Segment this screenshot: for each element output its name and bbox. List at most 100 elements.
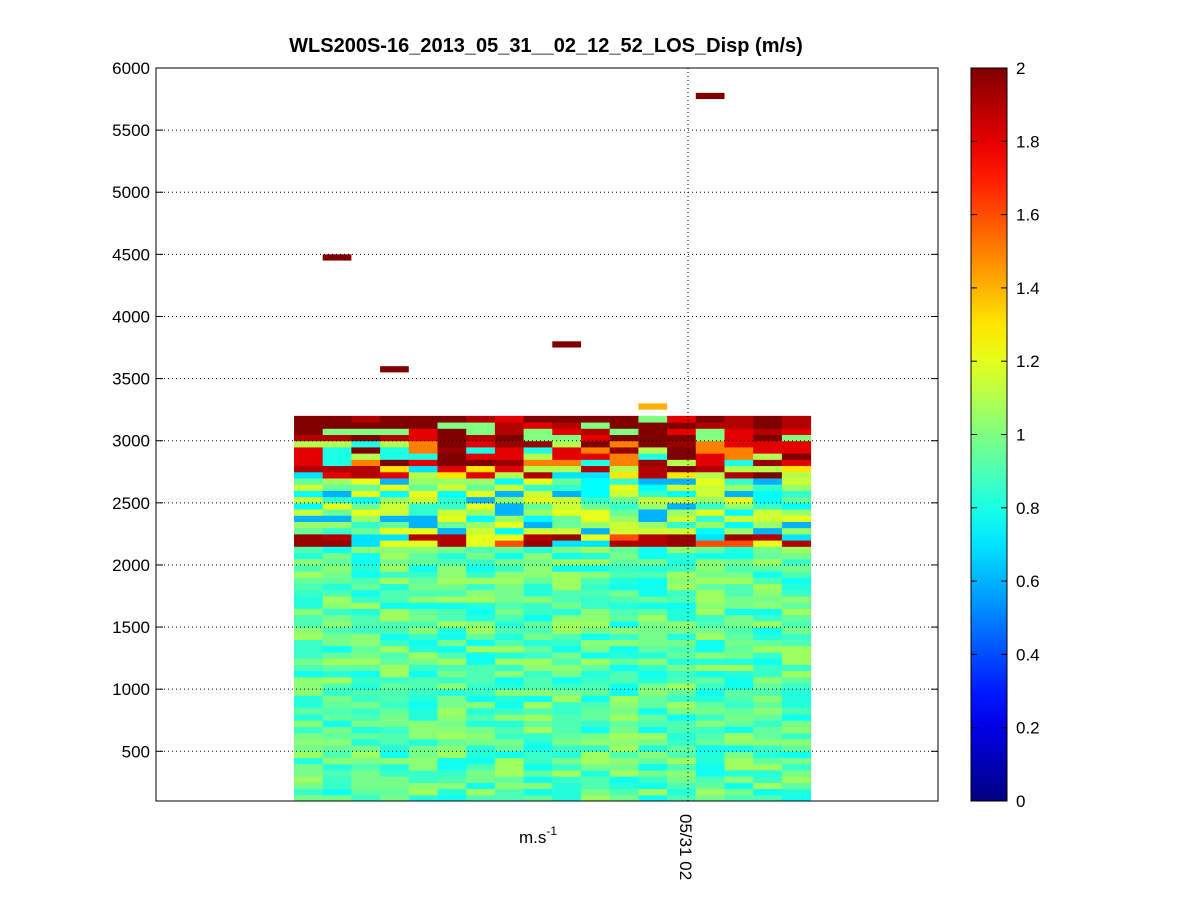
heatmap-cell: [466, 670, 496, 678]
heatmap-cell: [408, 422, 438, 429]
heatmap-cell: [724, 676, 754, 684]
heatmap-cell: [322, 639, 352, 647]
heatmap-cell: [753, 676, 783, 684]
heatmap-cell: [322, 620, 352, 628]
heatmap-cell: [380, 515, 410, 522]
heatmap-cell: [552, 651, 582, 659]
heatmap-cell: [781, 726, 812, 734]
heatmap-cell: [638, 533, 668, 541]
heatmap-cell: [581, 577, 611, 585]
heatmap-cell: [581, 794, 611, 802]
heatmap-cell: [609, 477, 639, 485]
heatmap-cell: [781, 490, 812, 498]
heatmap-cell: [638, 720, 668, 727]
heatmap-cell: [294, 751, 324, 759]
heatmap-cell: [466, 558, 496, 566]
heatmap-cell: [724, 558, 754, 566]
heatmap-cell: [638, 763, 668, 771]
heatmap-cell: [466, 738, 496, 746]
heatmap-cell: [351, 627, 381, 634]
heatmap-cell: [494, 571, 525, 578]
heatmap-cell: [552, 639, 582, 647]
heatmap-cell: [581, 608, 611, 616]
heatmap-cell: [380, 645, 410, 653]
heatmap-cell: [667, 645, 697, 653]
heatmap-cell: [638, 633, 668, 640]
heatmap-cell: [437, 726, 467, 734]
heatmap-cell: [380, 757, 410, 765]
heatmap-cell: [322, 415, 352, 423]
heatmap-cell: [638, 521, 668, 529]
heatmap-cell: [638, 471, 668, 479]
heatmap-cell: [638, 651, 668, 659]
heatmap-cell: [437, 682, 467, 690]
heatmap-cell: [724, 689, 754, 696]
heatmap-cell: [667, 651, 697, 659]
x-axis-label-text: m.s-1: [519, 824, 557, 847]
heatmap-cell: [667, 459, 697, 467]
heatmap-cell: [294, 745, 324, 752]
heatmap-cell: [581, 776, 611, 783]
y-tick-label: 5500: [112, 121, 150, 140]
heatmap-cell: [494, 714, 525, 721]
heatmap-cell: [638, 515, 668, 522]
heatmap-cell: [351, 540, 381, 547]
heatmap-cell: [781, 707, 812, 715]
heatmap-cell: [380, 459, 410, 467]
heatmap-cell: [351, 521, 381, 529]
heatmap-cell: [351, 471, 381, 479]
heatmap-cell: [294, 533, 324, 541]
heatmap-cell: [724, 751, 754, 759]
heatmap-cell: [667, 695, 697, 703]
heatmap-cell: [494, 701, 525, 709]
heatmap-cell: [408, 738, 438, 746]
heatmap-cell: [294, 738, 324, 746]
heatmap-cell: [695, 608, 725, 616]
heatmap-cell: [351, 776, 381, 783]
heatmap-cell: [753, 471, 783, 479]
heatmap-cell: [294, 440, 324, 448]
heatmap-cell: [294, 689, 324, 696]
heatmap-cell: [380, 440, 410, 448]
heatmap-cell: [523, 707, 553, 715]
heatmap-cell: [494, 745, 525, 752]
heatmap-cell: [351, 490, 381, 498]
heatmap-cell: [753, 620, 783, 628]
y-tick-label: 6000: [112, 59, 150, 78]
heatmap-cell: [408, 714, 438, 721]
heatmap-cell: [667, 602, 697, 609]
colorbar-tick-label: 0: [1016, 792, 1025, 811]
y-tick-label: 4000: [112, 307, 150, 326]
heatmap-cell: [294, 465, 324, 473]
heatmap-cell: [638, 440, 668, 448]
heatmap-cell: [667, 732, 697, 740]
heatmap-cell: [322, 515, 352, 522]
heatmap-cell: [294, 788, 324, 796]
heatmap-cell: [322, 440, 352, 448]
y-tick-label: 1000: [112, 680, 150, 699]
heatmap-cell: [667, 639, 697, 647]
heatmap-cell: [351, 453, 381, 460]
heatmap-cell: [781, 446, 812, 454]
heatmap-cell: [408, 596, 438, 603]
heatmap-cell: [466, 564, 496, 572]
heatmap-cell: [523, 751, 553, 759]
heatmap-cell: [753, 769, 783, 777]
heatmap-cell: [380, 471, 410, 479]
heatmap-cell: [494, 682, 525, 690]
heatmap-cell: [609, 707, 639, 715]
heatmap-cell: [294, 627, 324, 634]
heatmap-cell: [724, 707, 754, 715]
heatmap-cell: [523, 633, 553, 640]
heatmap-cell: [552, 471, 582, 479]
heatmap-cell: [667, 509, 697, 516]
heatmap-cell: [523, 502, 553, 510]
colorbar-tick-label: 1.4: [1016, 279, 1040, 298]
heatmap-cell: [552, 446, 582, 454]
heatmap-cell: [552, 533, 582, 541]
heatmap-cell: [609, 440, 639, 448]
heatmap-cell: [408, 651, 438, 659]
heatmap-cell: [724, 757, 754, 765]
colorbar-tick-label: 1: [1016, 426, 1025, 445]
